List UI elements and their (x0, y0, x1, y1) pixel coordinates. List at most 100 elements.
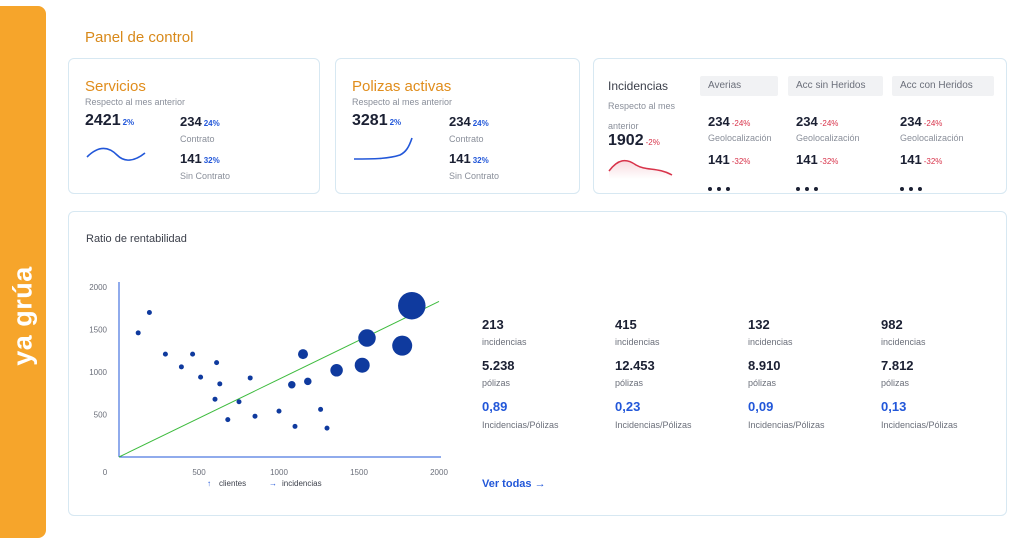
x-tick-label: 1500 (350, 468, 368, 477)
ratio-label: Incidencias/Pólizas (881, 420, 958, 430)
polizas-label: pólizas (615, 378, 644, 388)
data-point (190, 351, 196, 357)
incidencias-total-pct: -2% (645, 138, 660, 147)
ratio-label: Incidencias/Pólizas (482, 420, 559, 430)
page-title: Panel de control (85, 29, 194, 46)
incidencias-label: incidencias (881, 337, 926, 347)
incidencias-card: Incidencias Respecto al mes anterior 190… (593, 58, 1007, 194)
averias-pct-2: -32% (731, 157, 751, 166)
x-tick-label: 0 (103, 468, 108, 477)
ver-todas-link[interactable]: Ver todas → (482, 478, 546, 490)
y-tick-label: 2000 (89, 283, 107, 292)
incidencias-label: incidencias (748, 337, 793, 347)
servicios-contrato-pct: 24% (203, 119, 220, 128)
data-point (178, 364, 184, 370)
data-point (135, 330, 141, 336)
data-point (162, 351, 168, 357)
acc-sin-heridos-pct-2: -32% (819, 157, 839, 166)
tab-acc-sin-heridos[interactable]: Acc sin Heridos (788, 76, 883, 96)
data-point (318, 406, 324, 412)
servicios-title: Servicios (85, 78, 146, 95)
polizas-label: pólizas (748, 378, 777, 388)
incidencias-value: 982 (881, 317, 903, 332)
x-tick-label: 1000 (270, 468, 288, 477)
acc-con-heridos-pct: -24% (923, 119, 943, 128)
x-tick-label: 500 (192, 468, 206, 477)
ratio-title: Ratio de rentabilidad (86, 233, 187, 245)
incidencias-value: 415 (615, 317, 637, 332)
ratio-scatter-chart: 0 500 1000 1500 2000 500 1000 1500 2000 ↑ clientes… (89, 282, 448, 488)
data-point (392, 335, 413, 356)
sidebar: ya grúa (0, 6, 46, 538)
averias-pct: -24% (731, 119, 751, 128)
servicios-subtitle: Respecto al mes anterior (85, 97, 186, 107)
polizas-total-pct: 2% (389, 118, 402, 127)
data-point (212, 396, 218, 402)
ratio-label: Incidencias/Pólizas (615, 420, 692, 430)
clipped-row-hint (796, 187, 818, 192)
data-point (276, 408, 282, 414)
data-point (288, 381, 296, 389)
servicios-total-pct: 2% (122, 118, 135, 127)
clipped-row-hint (900, 187, 922, 192)
polizas-sparkline (353, 137, 413, 160)
incidencias-value: 213 (482, 317, 504, 332)
incidencias-value: 132 (748, 317, 770, 332)
acc-con-heridos-value: 234 -24% (900, 114, 943, 129)
legend-clientes: clientes (219, 479, 246, 488)
polizas-contrato: 234 24% (449, 114, 489, 129)
legend-incidencias: incidencias (282, 479, 322, 488)
acc-con-heridos-pct-2: -32% (923, 157, 943, 166)
averias-geo-label: Geolocalización (708, 133, 772, 143)
data-point (298, 349, 308, 360)
polizas-value: 7.812 (881, 358, 914, 373)
acc-con-heridos-geo-label: Geolocalización (900, 133, 964, 143)
incidencias-subtitle: Respecto al mes anterior (608, 101, 676, 131)
polizas-sin-contrato-label: Sin Contrato (449, 171, 500, 181)
data-point (198, 374, 204, 380)
polizas-subtitle: Respecto al mes anterior (352, 97, 453, 107)
incidencias-label: incidencias (615, 337, 660, 347)
polizas-value: 12.453 (615, 358, 655, 373)
data-point (214, 360, 220, 366)
arrow-right-icon: → (534, 478, 546, 490)
legend-arrow-up-icon: ↑ (207, 479, 211, 488)
polizas-card: Polizas activas Respecto al mes anterior… (335, 58, 580, 194)
acc-sin-heridos-value-2: 141 -32% (796, 152, 839, 167)
tab-averias[interactable]: Averias (700, 76, 778, 96)
data-point (146, 310, 152, 315)
data-point (304, 377, 312, 386)
acc-sin-heridos-pct: -24% (819, 119, 839, 128)
acc-sin-heridos-value: 234 -24% (796, 114, 839, 129)
clipped-row-hint (708, 187, 730, 192)
y-tick-label: 1500 (89, 326, 107, 335)
ratio-value: 0,23 (615, 399, 641, 414)
incidencias-total: 1902 -2% (608, 132, 660, 149)
averias-value-2: 141 -32% (708, 152, 751, 167)
data-point (324, 425, 330, 431)
data-point (236, 399, 242, 405)
brand-logo[interactable]: ya grúa (5, 241, 41, 391)
acc-sin-heridos-geo-label: Geolocalización (796, 133, 860, 143)
polizas-title: Polizas activas (352, 78, 452, 95)
ratio-value: 0,89 (482, 399, 508, 414)
polizas-contrato-pct: 24% (472, 119, 489, 128)
legend-arrow-right-icon: → (269, 479, 277, 488)
polizas-sin-contrato-pct: 32% (472, 156, 489, 165)
servicios-sparkline (86, 147, 146, 161)
servicios-sin-contrato-pct: 32% (203, 156, 220, 165)
polizas-total: 3281 2% (352, 112, 402, 129)
polizas-value: 8.910 (748, 358, 781, 373)
data-point (247, 375, 253, 381)
ratio-label: Incidencias/Pólizas (748, 420, 825, 430)
data-point (217, 381, 223, 387)
tab-acc-con-heridos[interactable]: Acc con Heridos (892, 76, 994, 96)
servicios-sin-contrato-label: Sin Contrato (180, 171, 231, 181)
polizas-label: pólizas (482, 378, 511, 388)
polizas-label: pólizas (881, 378, 910, 388)
y-tick-label: 1000 (89, 368, 107, 377)
data-point (398, 291, 426, 320)
averias-value: 234 -24% (708, 114, 751, 129)
polizas-value: 5.238 (482, 358, 515, 373)
data-point (358, 329, 376, 347)
